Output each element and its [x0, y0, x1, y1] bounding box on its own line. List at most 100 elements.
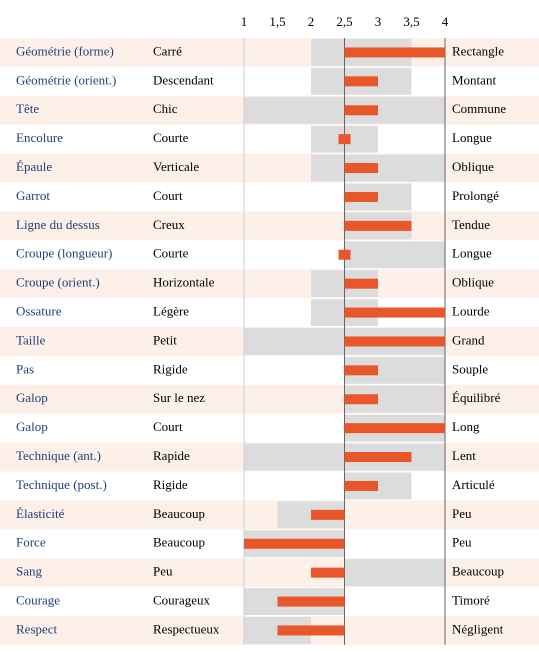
left-label: Courageux [153, 593, 211, 608]
bar [344, 163, 378, 174]
right-label: Peu [452, 506, 472, 521]
bar [344, 336, 445, 347]
left-label: Verticale [153, 159, 199, 174]
x-tick-label: 4 [442, 14, 449, 29]
x-tick-label: 2,5 [336, 14, 352, 29]
right-label: Tendue [452, 217, 490, 232]
row-background [0, 558, 539, 588]
right-label: Équilibré [452, 390, 501, 405]
trait-label: Épaule [16, 159, 52, 174]
bar [277, 596, 345, 607]
trait-label: Technique (ant.) [16, 448, 101, 463]
right-label: Lent [452, 448, 476, 463]
right-label: Grand [452, 332, 485, 347]
bar [338, 134, 351, 145]
row-background [0, 38, 539, 67]
row-background [0, 153, 539, 183]
trait-label: Galop [16, 419, 48, 434]
trait-label: Garrot [16, 188, 50, 203]
bar [344, 452, 412, 463]
bar [344, 278, 378, 289]
bar [277, 625, 345, 636]
left-label: Creux [153, 217, 185, 232]
bar [344, 220, 412, 231]
trait-label: Technique (post.) [16, 477, 107, 492]
bar [344, 76, 378, 87]
bar [344, 365, 378, 376]
trait-label: Encolure [16, 130, 63, 145]
left-label: Court [153, 188, 183, 203]
left-label: Court [153, 419, 183, 434]
right-label: Timoré [452, 593, 490, 608]
left-label: Chic [153, 101, 178, 116]
right-label: Oblique [452, 275, 494, 290]
x-tick-label: 3,5 [403, 14, 419, 29]
left-label: Carré [153, 43, 182, 58]
right-label: Articulé [452, 477, 495, 492]
right-label: Oblique [452, 159, 494, 174]
trait-label: Élasticité [16, 506, 65, 521]
bar [311, 509, 345, 520]
trait-label: Sang [16, 564, 43, 579]
trait-label: Taille [16, 332, 46, 347]
trait-label: Tête [16, 101, 39, 116]
bar [344, 105, 378, 116]
right-label: Long [452, 419, 480, 434]
trait-label: Galop [16, 390, 48, 405]
row-background [0, 500, 539, 530]
bar [338, 249, 351, 260]
trait-label: Force [16, 535, 46, 550]
trait-label: Géométrie (orient.) [16, 72, 116, 87]
trait-label: Pas [16, 361, 34, 376]
trait-label: Croupe (orient.) [16, 275, 100, 290]
left-label: Rigide [153, 477, 188, 492]
right-label: Négligent [452, 621, 504, 636]
left-label: Horizontale [153, 275, 215, 290]
left-label: Petit [153, 332, 177, 347]
right-label: Rectangle [452, 43, 504, 58]
bar [344, 423, 445, 434]
right-label: Souple [452, 361, 488, 376]
right-label: Longue [452, 130, 492, 145]
trait-label: Ossature [16, 304, 62, 319]
left-label: Courte [153, 130, 189, 145]
bar [344, 394, 378, 405]
bar [344, 191, 378, 202]
left-label: Légère [153, 304, 189, 319]
bar [244, 538, 345, 549]
row-background [0, 269, 539, 299]
right-label: Longue [452, 246, 492, 261]
left-label: Beaucoup [153, 506, 205, 521]
trait-label: Croupe (longueur) [16, 246, 112, 261]
bar [344, 480, 378, 491]
left-label: Respectueux [153, 621, 220, 636]
left-label: Rapide [153, 448, 190, 463]
trait-label: Courage [16, 593, 60, 608]
x-tick-label: 1 [241, 14, 248, 29]
range-band [344, 241, 445, 269]
left-label: Peu [153, 564, 173, 579]
bar [344, 47, 445, 58]
trait-label: Ligne du dessus [16, 217, 100, 232]
bar [344, 307, 445, 318]
x-tick-label: 2 [308, 14, 315, 29]
right-label: Commune [452, 101, 506, 116]
right-label: Montant [452, 72, 496, 87]
bar [311, 567, 345, 578]
right-label: Beaucoup [452, 564, 504, 579]
left-label: Sur le nez [153, 390, 205, 405]
right-label: Peu [452, 535, 472, 550]
x-tick-label: 1,5 [269, 14, 285, 29]
left-label: Beaucoup [153, 535, 205, 550]
left-label: Courte [153, 246, 189, 261]
x-tick-label: 3 [375, 14, 382, 29]
row-background [0, 211, 539, 241]
right-label: Prolongé [452, 188, 499, 203]
range-band [344, 559, 445, 587]
left-label: Descendant [153, 72, 214, 87]
row-background [0, 384, 539, 414]
trait-label: Géométrie (forme) [16, 43, 114, 58]
trait-label: Respect [16, 621, 58, 636]
right-label: Lourde [452, 304, 490, 319]
